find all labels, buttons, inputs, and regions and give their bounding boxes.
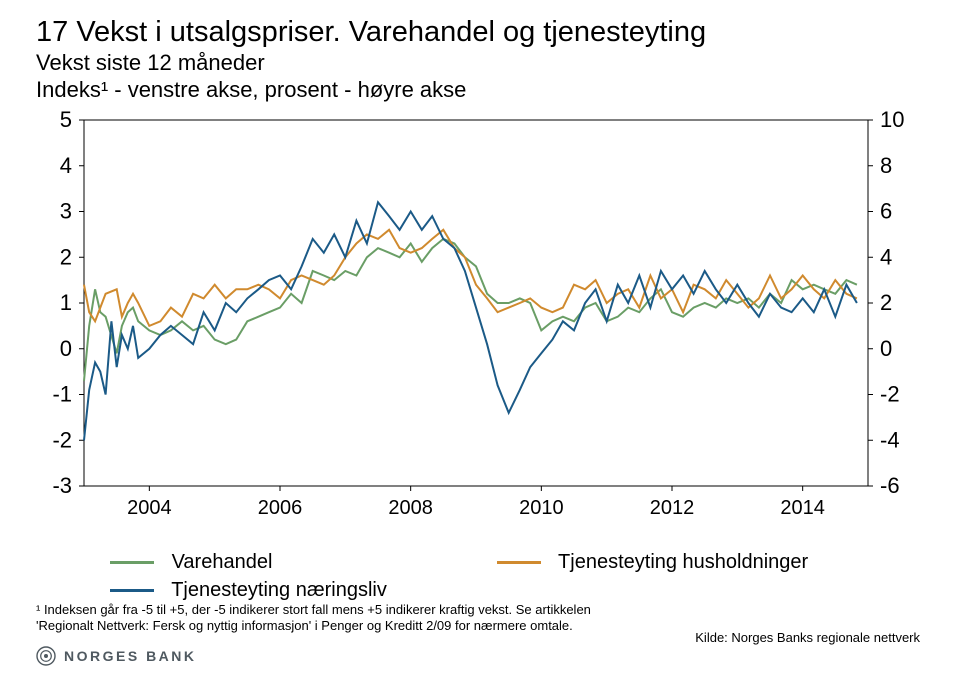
legend: Varehandel Tjenesteyting husholdninger T… xyxy=(110,548,930,604)
svg-text:2: 2 xyxy=(60,244,72,269)
svg-text:-4: -4 xyxy=(880,427,900,452)
legend-item-husholdninger: Tjenesteyting husholdninger xyxy=(497,548,808,576)
svg-text:3: 3 xyxy=(60,199,72,224)
logo-text: NORGES BANK xyxy=(64,648,197,664)
source-text: Kilde: Norges Banks regionale nettverk xyxy=(695,630,920,645)
svg-text:-3: -3 xyxy=(52,473,72,498)
legend-item-varehandel: Varehandel xyxy=(110,548,272,576)
legend-item-naeringsliv: Tjenesteyting næringsliv xyxy=(110,576,387,604)
svg-text:2006: 2006 xyxy=(258,497,303,519)
legend-label: Tjenesteyting næringsliv xyxy=(171,579,387,601)
svg-text:2008: 2008 xyxy=(388,497,433,519)
legend-label: Tjenesteyting husholdninger xyxy=(558,551,808,573)
svg-text:2014: 2014 xyxy=(780,497,825,519)
svg-text:2012: 2012 xyxy=(650,497,695,519)
svg-text:2: 2 xyxy=(880,290,892,315)
svg-text:-2: -2 xyxy=(52,427,72,452)
svg-text:-1: -1 xyxy=(52,382,72,407)
svg-text:10: 10 xyxy=(880,107,904,132)
slide-title: 17 Vekst i utsalgspriser. Varehandel og … xyxy=(36,14,706,50)
svg-text:-2: -2 xyxy=(880,382,900,407)
svg-text:2004: 2004 xyxy=(127,497,172,519)
slide-subtitle1: Vekst siste 12 måneder xyxy=(36,50,265,76)
svg-text:6: 6 xyxy=(880,199,892,224)
svg-text:1: 1 xyxy=(60,290,72,315)
footnote: ¹ Indeksen går fra -5 til +5, der -5 ind… xyxy=(36,602,596,635)
svg-text:0: 0 xyxy=(880,336,892,361)
legend-swatch xyxy=(110,589,154,592)
legend-swatch xyxy=(497,561,541,564)
legend-label: Varehandel xyxy=(172,551,273,573)
svg-text:-6: -6 xyxy=(880,473,900,498)
logo-icon xyxy=(36,646,56,666)
svg-text:2010: 2010 xyxy=(519,497,564,519)
svg-text:8: 8 xyxy=(880,153,892,178)
svg-text:5: 5 xyxy=(60,107,72,132)
legend-swatch xyxy=(110,561,154,564)
svg-text:4: 4 xyxy=(60,153,72,178)
svg-text:0: 0 xyxy=(60,336,72,361)
chart: -3 -2 -1 0 1 2 3 4 5 -6 -4 -2 0 2 4 6 8 10 2004 2006 2008 201… xyxy=(36,108,916,538)
svg-text:4: 4 xyxy=(880,244,892,269)
norges-bank-logo: NORGES BANK xyxy=(36,646,197,666)
slide-subtitle2: Indeks¹ - venstre akse, prosent - høyre … xyxy=(36,77,466,103)
